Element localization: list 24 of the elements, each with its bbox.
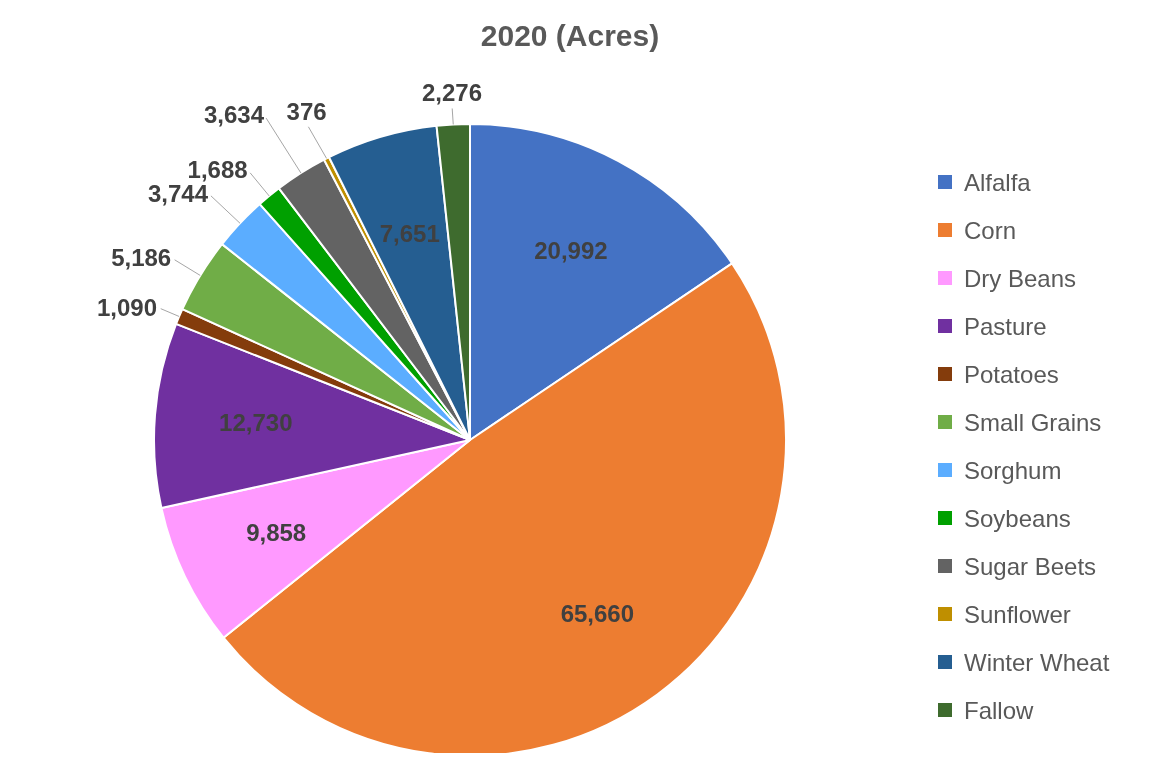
legend-label: Soybeans	[964, 504, 1071, 532]
data-label: 2,276	[421, 78, 483, 106]
data-label: 7,651	[379, 220, 440, 248]
legend-label: Sorghum	[964, 456, 1062, 484]
legend-label: Alfalfa	[964, 168, 1032, 196]
legend-label: Dry Beans	[964, 264, 1077, 292]
legend-label: Sugar Beets	[964, 552, 1097, 580]
data-label: 1,090	[96, 293, 158, 321]
data-label: 12,730	[219, 409, 293, 437]
legend-label: Winter Wheat	[964, 648, 1110, 676]
data-label: 9,858	[246, 519, 307, 547]
chart-title: 2020 (Acres)	[480, 19, 660, 52]
data-label: 1,688	[187, 156, 248, 184]
legend-label: Corn	[964, 216, 1017, 244]
legend-label: Potatoes	[964, 360, 1059, 388]
legend-label: Small Grains	[964, 408, 1102, 436]
data-label: 65,660	[560, 599, 635, 627]
legend-label: Fallow	[964, 696, 1035, 724]
legend-label: Sunflower	[964, 600, 1071, 628]
data-label: 20,992	[534, 236, 608, 264]
data-label: 376	[286, 97, 327, 125]
data-label: 3,634	[203, 101, 265, 129]
data-label: 5,186	[111, 244, 172, 272]
legend-label: Pasture	[964, 312, 1047, 340]
